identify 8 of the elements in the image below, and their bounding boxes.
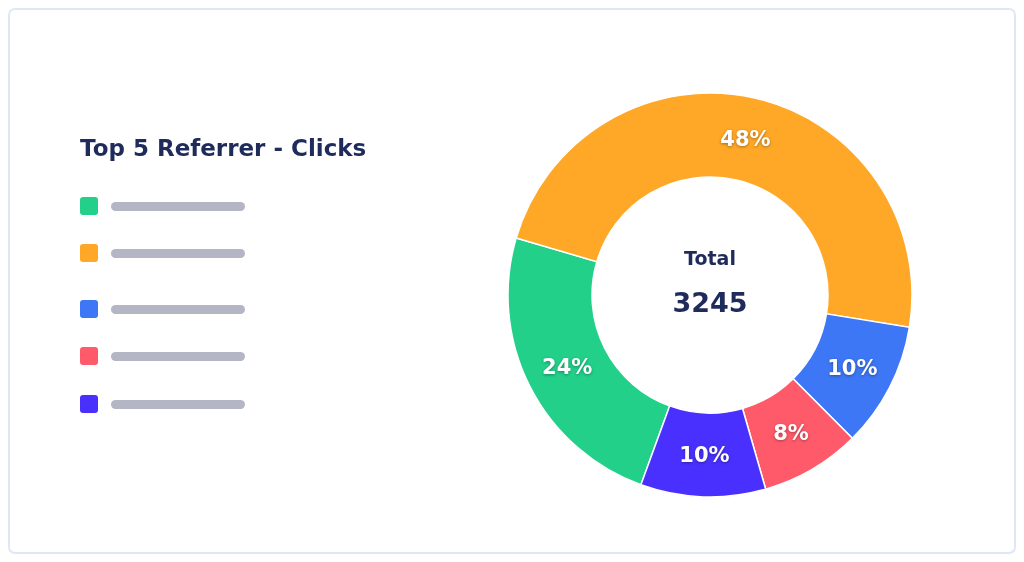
data-label: 24%: [542, 355, 593, 380]
data-label: 10%: [679, 442, 730, 467]
data-label: 48%: [720, 126, 771, 151]
data-label: 8%: [773, 421, 809, 445]
text: 3245: [672, 287, 748, 318]
text: Top 5 Referrer - Clicks: [80, 135, 367, 161]
data-label: 10%: [827, 356, 878, 381]
text: Total: [684, 247, 736, 269]
